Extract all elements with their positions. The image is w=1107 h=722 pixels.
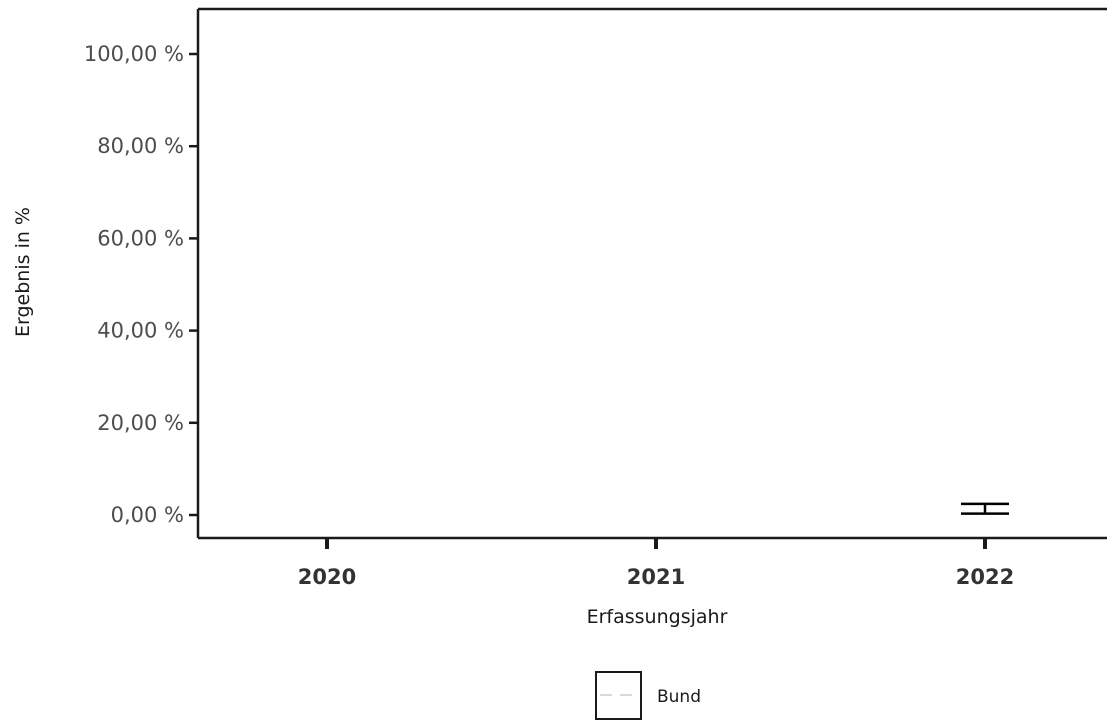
x-axis-ticks: 2020 2021 2022 (298, 538, 1014, 589)
legend-label-bund: Bund (657, 687, 701, 707)
x-tick-label: 2022 (956, 565, 1014, 589)
y-axis-ticks: 0,00 % 20,00 % 40,00 % 60,00 % 80,00 % 100,00… (84, 42, 198, 527)
legend: Bund (595, 671, 701, 720)
y-tick-label: 80,00 % (97, 134, 184, 158)
chart-marks (961, 502, 1009, 515)
y-tick-label: 20,00 % (97, 411, 184, 435)
y-tick-label: 40,00 % (97, 319, 184, 343)
x-tick-label: 2020 (298, 565, 356, 589)
y-axis-title: Ergebnis in % (12, 207, 34, 337)
y-tick-label: 100,00 % (84, 42, 184, 66)
x-tick-label: 2021 (627, 565, 685, 589)
y-tick-label: 60,00 % (97, 226, 184, 250)
x-axis-title: Erfassungsjahr (587, 606, 728, 628)
y-tick-label: 0,00 % (111, 503, 184, 527)
